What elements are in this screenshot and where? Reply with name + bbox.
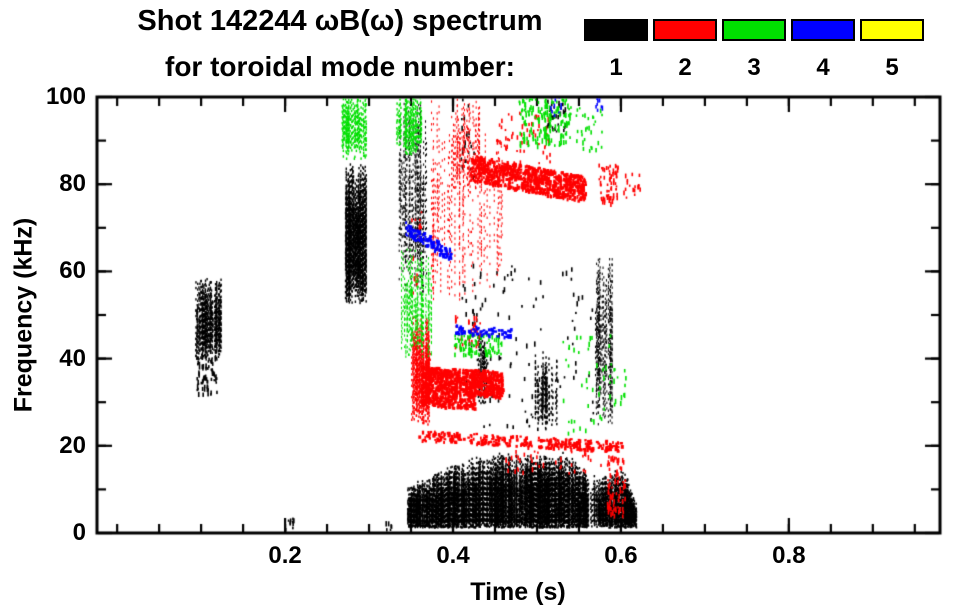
- x-axis-label: Time (s): [470, 578, 566, 606]
- legend-swatch-n2: [653, 19, 717, 41]
- y-tick-label: 80: [59, 170, 86, 198]
- legend-swatch-n4: [791, 19, 855, 41]
- chart-title: Shot 142244 ωB(ω) spectrum: [137, 5, 543, 37]
- y-axis-label: Frequency (kHz): [9, 217, 38, 413]
- legend-numbers: 1 2 3 4 5: [584, 54, 924, 82]
- legend-number-n4: 4: [816, 54, 830, 81]
- legend-swatch-n5: [860, 19, 924, 41]
- x-tick-label: 0.6: [604, 542, 638, 569]
- y-tick-label: 40: [59, 344, 86, 372]
- x-tick-label: 0.8: [772, 542, 806, 569]
- y-tick-label: 100: [45, 83, 86, 110]
- legend-number-n5: 5: [885, 54, 899, 81]
- y-tick-label: 20: [59, 431, 86, 459]
- chart-subtitle: for toroidal mode number:: [165, 51, 515, 82]
- legend-number-n1: 1: [609, 54, 623, 81]
- legend-swatch-n3: [722, 19, 786, 41]
- legend-number-n2: 2: [678, 54, 692, 81]
- legend-swatches: [584, 19, 924, 41]
- legend-swatch-n1: [584, 19, 648, 41]
- legend-number-n3: 3: [747, 54, 761, 81]
- y-tick-label: 0: [72, 519, 86, 546]
- x-tick-label: 0.2: [268, 542, 302, 569]
- x-tick-label: 0.4: [436, 542, 470, 569]
- y-tick-label: 60: [59, 257, 86, 285]
